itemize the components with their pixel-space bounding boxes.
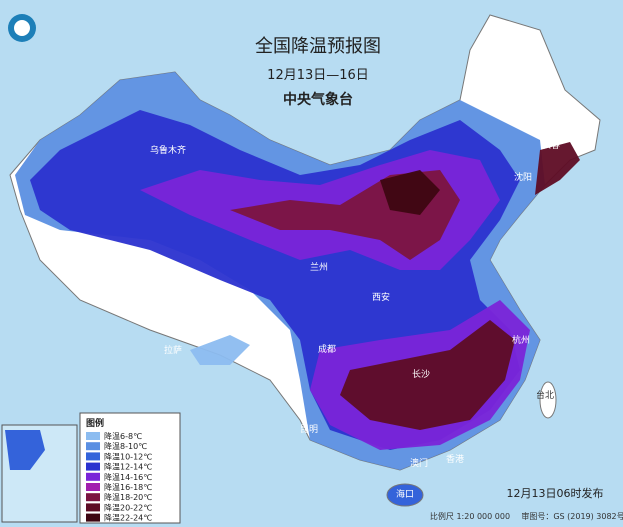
legend-label: 降温6-8℃: [104, 431, 142, 441]
city-label: 兰州: [310, 261, 328, 273]
legend-title: 图例: [86, 417, 104, 429]
city-label: 昆明: [300, 424, 318, 435]
city-label: 西安: [372, 291, 390, 303]
city-label: 杭州: [512, 334, 530, 346]
approval-note: 审图号：GS (2019) 3082号: [521, 511, 623, 521]
city-label: 沈阳: [514, 171, 532, 183]
cooling-zone: [190, 335, 250, 365]
legend-swatch: [86, 493, 100, 502]
issuer: 中央气象台: [283, 91, 353, 108]
legend-label: 降温14-16℃: [104, 472, 152, 482]
logo-inner: [14, 20, 30, 36]
legend-label: 降温20-22℃: [104, 502, 152, 512]
taiwan: [539, 381, 557, 419]
city-label: 成都: [318, 343, 336, 355]
cooling-zone: [535, 142, 580, 195]
legend: 图例 降温6-8℃降温8-10℃降温10-12℃降温12-14℃降温14-16℃…: [79, 412, 181, 524]
city-label: 乌鲁木齐: [150, 144, 186, 156]
legend-label: 降温10-12℃: [104, 451, 152, 461]
city-label: 长沙: [412, 368, 430, 380]
scale-note: 比例尺 1:20 000 000: [430, 511, 510, 521]
legend-swatch: [86, 483, 100, 491]
period: 12月13日—16日: [267, 68, 369, 83]
city-label: 长春: [542, 139, 560, 151]
title: 全国降温预报图: [255, 36, 381, 57]
legend-swatch: [86, 462, 100, 471]
legend-label: 降温18-20℃: [104, 492, 152, 502]
city-label: 香港: [446, 453, 464, 465]
legend-label: 降温22-24℃: [104, 513, 152, 523]
legend-swatch: [86, 432, 100, 440]
legend-label: 降温8-10℃: [104, 441, 147, 451]
cooling-zone: [380, 170, 440, 215]
legend-swatch: [86, 472, 100, 481]
legend-swatch: [86, 442, 100, 451]
cooling-zone: [340, 320, 515, 430]
legend-swatch: [86, 503, 100, 512]
city-label: 澳门: [410, 457, 428, 469]
inset-land: [5, 430, 45, 470]
city-label: 拉萨: [164, 344, 182, 356]
legend-label: 降温16-18℃: [104, 482, 152, 492]
city-label: 哈尔滨: [532, 109, 559, 121]
legend-label: 降温12-14℃: [104, 462, 152, 472]
legend-swatch: [86, 452, 100, 461]
legend-swatch: [86, 513, 100, 522]
issued-time: 12月13日06时发布: [507, 486, 604, 500]
hainan: [386, 483, 424, 507]
city-label: 海口: [396, 488, 414, 500]
city-label: 台北: [536, 389, 554, 401]
